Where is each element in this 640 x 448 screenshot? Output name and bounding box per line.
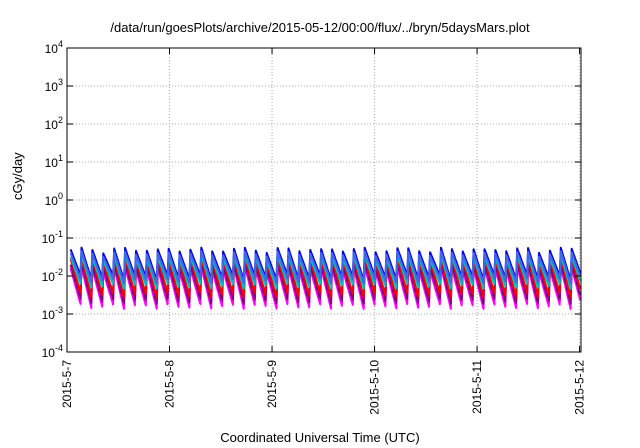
y-tick-label: 10-1 bbox=[42, 229, 63, 246]
x-axis: 2015-5-7 2015-5-8 2015-5-9 2015-5-10 2015-5-… bbox=[60, 48, 587, 415]
y-tick-label: 102 bbox=[45, 115, 63, 132]
y-tick-label: 10-2 bbox=[42, 267, 63, 284]
x-tick-label: 2015-5-12 bbox=[573, 360, 587, 415]
grid-lines bbox=[67, 48, 581, 352]
x-tick-label: 2015-5-8 bbox=[163, 360, 177, 408]
y-axis-label: cGy/day bbox=[10, 152, 25, 200]
y-tick-label: 101 bbox=[45, 153, 63, 170]
y-tick-label: 100 bbox=[45, 191, 63, 208]
x-axis-label: Coordinated Universal Time (UTC) bbox=[220, 430, 420, 445]
x-tick-label: 2015-5-7 bbox=[60, 360, 74, 408]
chart-title: /data/run/goesPlots/archive/2015-05-12/0… bbox=[110, 20, 530, 35]
y-tick-label: 104 bbox=[45, 39, 63, 56]
y-tick-label: 103 bbox=[45, 77, 63, 94]
plot-frame bbox=[66, 47, 582, 353]
x-tick-label: 2015-5-11 bbox=[470, 360, 484, 414]
series-line bbox=[69, 250, 582, 285]
y-axis: 10-4 10-3 10-2 10-1 100 101 102 103 104 bbox=[42, 39, 581, 360]
x-tick-label: 2015-5-10 bbox=[368, 360, 382, 415]
y-tick-label: 10-4 bbox=[42, 343, 63, 360]
x-tick-label: 2015-5-9 bbox=[265, 360, 279, 408]
series-group bbox=[69, 246, 582, 310]
y-tick-label: 10-3 bbox=[42, 305, 63, 322]
